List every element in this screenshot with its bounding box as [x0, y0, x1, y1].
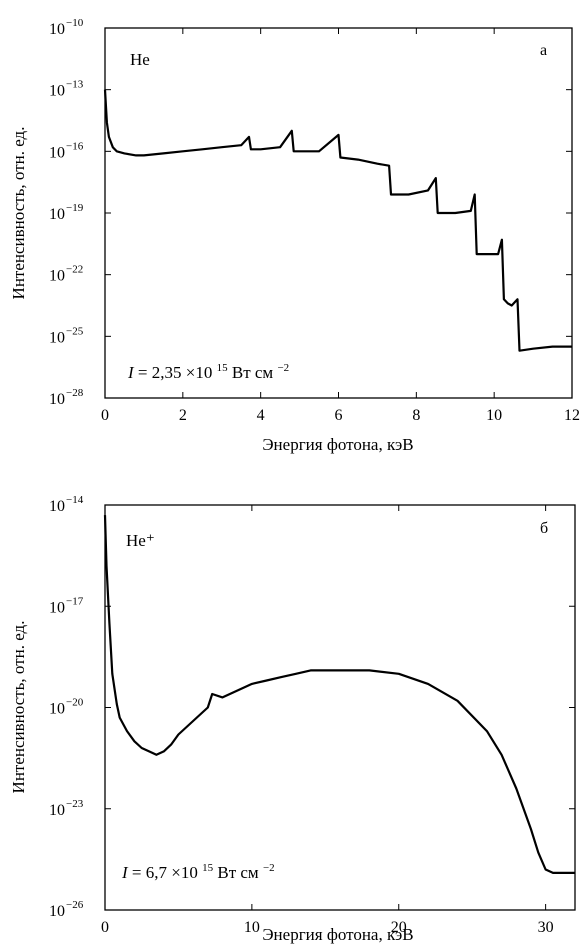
x-tick-label: 8: [412, 407, 420, 424]
y-tick-exponent: −19: [66, 202, 84, 214]
series-line: [103, 89, 572, 352]
intensity-value-a: = 2,35 ×10: [138, 363, 212, 382]
y-tick-exponent: −25: [66, 325, 84, 337]
x-tick-label: 30: [538, 919, 554, 936]
y-tick-exponent: −14: [66, 494, 84, 506]
x-tick-label: 4: [257, 407, 265, 424]
y-tick-label: 10: [49, 903, 65, 920]
species-label-a: He: [130, 50, 150, 69]
x-axis-label-a: Энергия фотона, кэВ: [262, 435, 413, 454]
intensity-symbol-a: I: [127, 363, 135, 382]
y-tick-label: 10: [49, 206, 65, 223]
series-a: [103, 89, 572, 352]
intensity-unit-exp-a: −2: [277, 362, 289, 374]
y-tick-exponent: −17: [66, 595, 84, 607]
x-tick-label: 20: [391, 919, 407, 936]
y-tick-exponent: −26: [66, 899, 84, 911]
panel-letter-b: б: [540, 520, 548, 537]
y-tick-exponent: −10: [66, 17, 84, 29]
y-tick-label: 10: [49, 268, 65, 285]
y-tick-label: 10: [49, 21, 65, 38]
y-tick-label: 10: [49, 391, 65, 408]
y-tick-label: 10: [49, 498, 65, 515]
intensity-exp-a: 15: [217, 362, 229, 374]
species-label-b: He⁺: [126, 531, 155, 550]
x-tick-label: 2: [179, 407, 187, 424]
x-tick-label: 10: [486, 407, 502, 424]
intensity-label-b: I = 6,7 ×10 15 Вт см −2: [121, 856, 275, 882]
x-tick-label: 0: [101, 407, 109, 424]
intensity-unit-b: Вт см: [217, 863, 259, 882]
y-tick-label: 10: [49, 802, 65, 819]
intensity-value-b: = 6,7 ×10: [132, 863, 198, 882]
y-tick-exponent: −20: [66, 697, 84, 709]
x-ticks-b: 0 10 20 30: [101, 505, 554, 936]
x-ticks-a: 0 2 4 6 8 10 12: [101, 28, 580, 424]
y-tick-label: 10: [49, 329, 65, 346]
x-tick-label: 0: [101, 919, 109, 936]
intensity-unit-exp-b: −2: [263, 862, 275, 874]
chart-panel-a: 0 2 4 6 8 10 12 10−1010−1310−1610−1910−2210−25…: [9, 17, 580, 454]
x-tick-label: 10: [244, 919, 260, 936]
intensity-label-a: I = 2,35 ×10 15 Вт см −2: [127, 356, 289, 382]
y-axis-label-a: Интенсивность, отн. ед.: [9, 127, 28, 300]
intensity-unit-a: Вт см: [232, 363, 274, 382]
plot-frame-b: [104, 504, 576, 911]
y-axis-label-b: Интенсивность, отн. ед.: [9, 621, 28, 794]
y-tick-label: 10: [49, 83, 65, 100]
y-tick-exponent: −13: [66, 79, 84, 91]
y-tick-exponent: −22: [66, 264, 83, 276]
x-tick-label: 12: [564, 407, 580, 424]
plot-frame-a: [104, 27, 573, 399]
x-axis-label-b: Энергия фотона, кэВ: [262, 925, 413, 944]
series-line: [103, 515, 575, 874]
panel-letter-a: а: [540, 42, 547, 59]
intensity-exp-b: 15: [202, 862, 214, 874]
y-tick-label: 10: [49, 701, 65, 718]
series-b: [103, 515, 575, 874]
intensity-symbol-b: I: [121, 863, 129, 882]
y-tick-label: 10: [49, 599, 65, 616]
x-tick-label: 6: [335, 407, 343, 424]
y-tick-label: 10: [49, 144, 65, 161]
y-tick-exponent: −23: [66, 798, 84, 810]
y-tick-exponent: −28: [66, 387, 84, 399]
y-tick-exponent: −16: [66, 140, 84, 152]
